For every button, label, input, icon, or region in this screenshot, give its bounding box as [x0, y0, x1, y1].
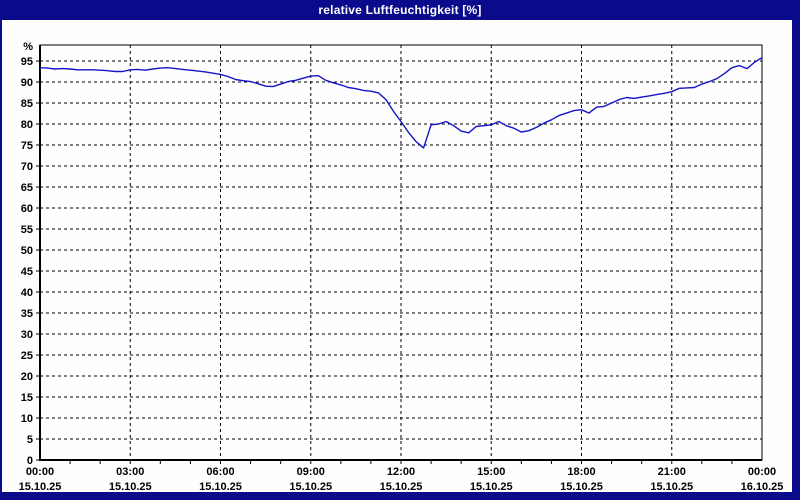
window-title-bar: relative Luftfeuchtigkeit [%]	[0, 0, 800, 20]
y-tick-label: 70	[21, 161, 33, 173]
humidity-series-line	[39, 56, 763, 149]
y-tick-label: 25	[21, 350, 33, 362]
y-tick-label: 0	[27, 455, 33, 467]
y-axis-unit-label: %	[23, 41, 33, 53]
x-tick-time-label: 03:00	[116, 466, 144, 478]
x-tick-time-label: 18:00	[567, 466, 595, 478]
x-tick-date-label: 15.10.25	[109, 481, 152, 492]
x-tick-time-label: 15:00	[477, 466, 505, 478]
x-tick-time-label: 12:00	[387, 466, 415, 478]
x-axis: 00:00 15.10.25 03:00 15.10.25 06:00 15.10.25 0…	[19, 45, 784, 493]
x-tick-time-label: 00:00	[748, 466, 776, 478]
y-tick-label: 95	[21, 56, 33, 68]
x-tick-time-label: 21:00	[658, 466, 686, 478]
x-tick-date-label: 15.10.25	[19, 481, 62, 492]
x-tick-date-label: 16.10.25	[741, 481, 784, 492]
y-tick-label: 55	[21, 224, 33, 236]
y-tick-label: 20	[21, 371, 33, 383]
y-tick-label: 60	[21, 203, 33, 215]
y-tick-label: 75	[21, 140, 33, 152]
x-tick-time-label: 09:00	[297, 466, 325, 478]
y-tick-label: 5	[27, 434, 33, 446]
y-tick-label: 35	[21, 308, 33, 320]
y-tick-label: 65	[21, 182, 33, 194]
y-tick-label: 40	[21, 287, 33, 299]
x-tick-date-label: 15.10.25	[289, 481, 332, 492]
chart-area: 0 5 10 15 20 25 30 35 40 45 50 55 60 65 70 75 80 85 90 95% 0…	[2, 20, 792, 493]
y-tick-label: 10	[21, 413, 33, 425]
x-tick-time-label: 00:00	[26, 466, 54, 478]
y-tick-label: 30	[21, 329, 33, 341]
window-title: relative Luftfeuchtigkeit [%]	[318, 3, 482, 17]
x-tick-date-label: 15.10.25	[650, 481, 693, 492]
y-tick-label: 90	[21, 77, 33, 89]
y-tick-label: 50	[21, 245, 33, 257]
y-tick-label: 15	[21, 392, 33, 404]
x-tick-date-label: 15.10.25	[560, 481, 603, 492]
x-tick-date-label: 15.10.25	[470, 481, 513, 492]
humidity-line-chart: 05101520253035404550556065707580859095%0…	[19, 41, 784, 493]
x-tick-date-label: 15.10.25	[199, 481, 242, 492]
plot-border	[39, 44, 763, 461]
y-tick-label: 80	[21, 119, 33, 131]
x-tick-date-label: 15.10.25	[380, 481, 423, 492]
y-tick-label: 85	[21, 98, 33, 110]
y-tick-label: 45	[21, 266, 33, 278]
x-tick-time-label: 06:00	[206, 466, 234, 478]
